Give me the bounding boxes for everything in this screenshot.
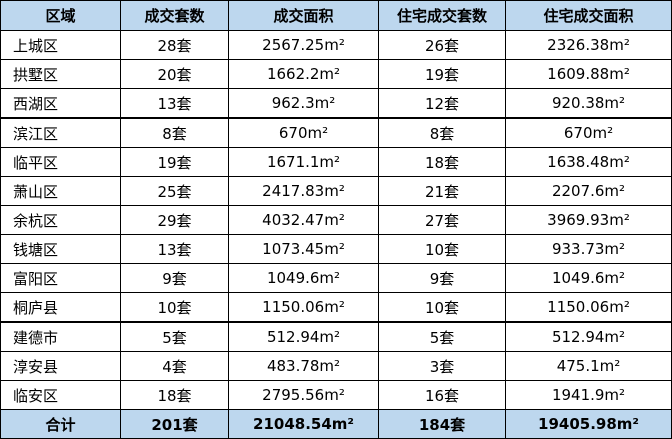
transaction-count-cell: 10套 [120, 292, 229, 323]
residential-count-cell: 9套 [378, 263, 506, 293]
header-district: 区域 [0, 0, 121, 31]
transaction-count-cell: 28套 [120, 30, 229, 60]
transaction-area-cell: 1671.1m² [228, 147, 379, 177]
transaction-area-cell: 1662.2m² [228, 59, 379, 89]
residential-area-cell: 1638.48m² [505, 147, 672, 177]
residential-count-cell: 10套 [378, 292, 506, 323]
transaction-count-cell: 9套 [120, 263, 229, 293]
residential-count-cell: 27套 [378, 205, 506, 235]
total-residential-area-cell: 19405.98m² [505, 409, 672, 439]
residential-area-cell: 920.38m² [505, 88, 672, 119]
table-row: 临平区 19套 1671.1m² 18套 1638.48m² [0, 147, 672, 177]
residential-area-cell: 3969.93m² [505, 205, 672, 235]
total-transaction-count-cell: 201套 [120, 409, 229, 439]
district-cell: 萧山区 [0, 176, 121, 206]
transaction-count-cell: 4套 [120, 351, 229, 381]
table-row: 余杭区 29套 4032.47m² 27套 3969.93m² [0, 205, 672, 235]
header-transaction-count: 成交套数 [120, 0, 229, 31]
table-row: 上城区 28套 2567.25m² 26套 2326.38m² [0, 30, 672, 60]
district-cell: 钱塘区 [0, 234, 121, 264]
transaction-area-cell: 483.78m² [228, 351, 379, 381]
residential-count-cell: 10套 [378, 234, 506, 264]
transaction-area-cell: 2795.56m² [228, 380, 379, 410]
transaction-area-cell: 670m² [228, 117, 379, 148]
transaction-area-cell: 1073.45m² [228, 234, 379, 264]
table-header-row: 区域 成交套数 成交面积 住宅成交套数 住宅成交面积 [0, 0, 672, 31]
district-cell: 临安区 [0, 380, 121, 410]
residential-count-cell: 18套 [378, 147, 506, 177]
transaction-count-cell: 18套 [120, 380, 229, 410]
district-cell: 桐庐县 [0, 292, 121, 323]
residential-area-cell: 512.94m² [505, 321, 672, 352]
residential-area-cell: 1941.9m² [505, 380, 672, 410]
residential-count-cell: 16套 [378, 380, 506, 410]
district-cell: 滨江区 [0, 117, 121, 148]
residential-count-cell: 8套 [378, 117, 506, 148]
residential-area-cell: 1609.88m² [505, 59, 672, 89]
header-residential-area: 住宅成交面积 [505, 0, 672, 31]
table-row: 桐庐县 10套 1150.06m² 10套 1150.06m² [0, 292, 672, 323]
residential-count-cell: 3套 [378, 351, 506, 381]
residential-count-cell: 19套 [378, 59, 506, 89]
residential-count-cell: 21套 [378, 176, 506, 206]
transaction-count-cell: 5套 [120, 321, 229, 352]
district-cell: 富阳区 [0, 263, 121, 293]
residential-count-cell: 12套 [378, 88, 506, 119]
transaction-count-cell: 20套 [120, 59, 229, 89]
district-cell: 淳安县 [0, 351, 121, 381]
table-row: 萧山区 25套 2417.83m² 21套 2207.6m² [0, 176, 672, 206]
residential-area-cell: 670m² [505, 117, 672, 148]
district-cell: 拱墅区 [0, 59, 121, 89]
table-row: 建德市 5套 512.94m² 5套 512.94m² [0, 321, 672, 352]
district-cell: 上城区 [0, 30, 121, 60]
table-row: 钱塘区 13套 1073.45m² 10套 933.73m² [0, 234, 672, 264]
table-total-row: 合计 201套 21048.54m² 184套 19405.98m² [0, 409, 672, 439]
transaction-area-cell: 4032.47m² [228, 205, 379, 235]
total-district-cell: 合计 [0, 409, 121, 439]
district-cell: 余杭区 [0, 205, 121, 235]
total-residential-count-cell: 184套 [378, 409, 506, 439]
transaction-count-cell: 13套 [120, 88, 229, 119]
header-residential-count: 住宅成交套数 [378, 0, 506, 31]
transaction-count-cell: 13套 [120, 234, 229, 264]
district-cell: 西湖区 [0, 88, 121, 119]
table-row: 拱墅区 20套 1662.2m² 19套 1609.88m² [0, 59, 672, 89]
transaction-area-cell: 2567.25m² [228, 30, 379, 60]
residential-area-cell: 1150.06m² [505, 292, 672, 323]
transaction-count-cell: 29套 [120, 205, 229, 235]
residential-count-cell: 5套 [378, 321, 506, 352]
transaction-area-cell: 962.3m² [228, 88, 379, 119]
table-row: 淳安县 4套 483.78m² 3套 475.1m² [0, 351, 672, 381]
residential-area-cell: 1049.6m² [505, 263, 672, 293]
table-row: 临安区 18套 2795.56m² 16套 1941.9m² [0, 380, 672, 410]
residential-area-cell: 475.1m² [505, 351, 672, 381]
transaction-area-cell: 512.94m² [228, 321, 379, 352]
residential-area-cell: 2207.6m² [505, 176, 672, 206]
transaction-area-cell: 1150.06m² [228, 292, 379, 323]
residential-area-cell: 2326.38m² [505, 30, 672, 60]
transaction-count-cell: 25套 [120, 176, 229, 206]
residential-area-cell: 933.73m² [505, 234, 672, 264]
transaction-area-cell: 1049.6m² [228, 263, 379, 293]
transaction-count-cell: 19套 [120, 147, 229, 177]
transaction-area-cell: 2417.83m² [228, 176, 379, 206]
residential-count-cell: 26套 [378, 30, 506, 60]
total-transaction-area-cell: 21048.54m² [228, 409, 379, 439]
table-row: 富阳区 9套 1049.6m² 9套 1049.6m² [0, 263, 672, 293]
table-row: 西湖区 13套 962.3m² 12套 920.38m² [0, 88, 672, 119]
district-cell: 临平区 [0, 147, 121, 177]
table-row: 滨江区 8套 670m² 8套 670m² [0, 117, 672, 148]
transaction-count-cell: 8套 [120, 117, 229, 148]
header-transaction-area: 成交面积 [228, 0, 379, 31]
district-cell: 建德市 [0, 321, 121, 352]
